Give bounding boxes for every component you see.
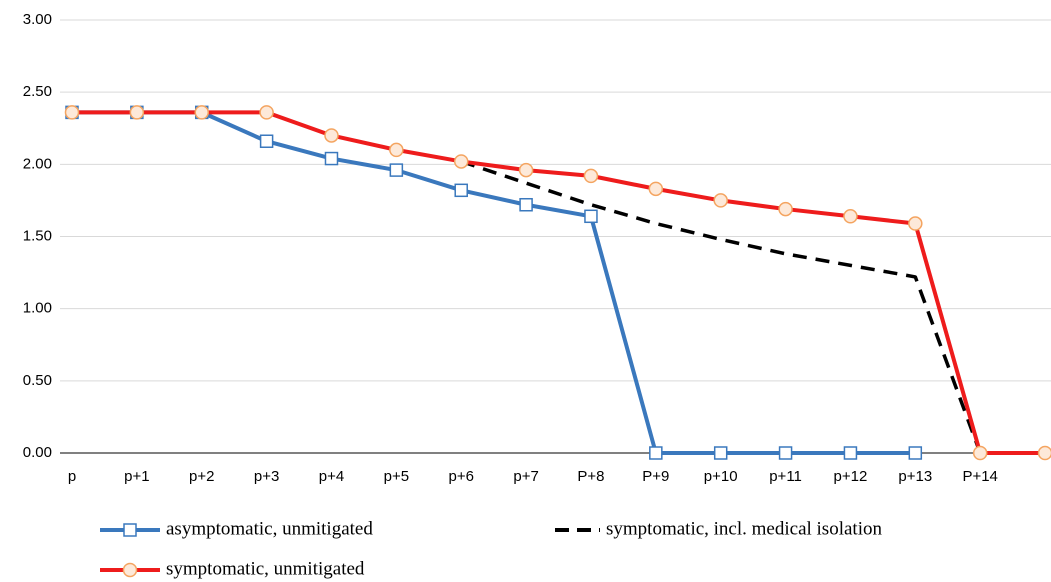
y-tick-label: 0.50 bbox=[23, 372, 52, 389]
data-point bbox=[778, 446, 793, 460]
legend-marker bbox=[123, 523, 137, 537]
y-tick-label: 1.50 bbox=[23, 227, 52, 244]
data-point bbox=[64, 105, 80, 120]
legend-label: asymptomatic, unmitigated bbox=[166, 518, 373, 539]
data-point bbox=[324, 128, 339, 143]
data-point bbox=[454, 183, 468, 198]
y-tick-label: 3.00 bbox=[23, 11, 52, 28]
series-line bbox=[72, 110, 916, 455]
x-tick-label: p bbox=[68, 468, 76, 485]
y-tick-label: 1.00 bbox=[23, 300, 52, 317]
series-line bbox=[72, 110, 1046, 455]
x-tick-label: p+12 bbox=[834, 468, 868, 485]
data-point bbox=[324, 151, 339, 166]
data-point bbox=[972, 445, 988, 461]
data-point bbox=[649, 446, 663, 460]
data-point bbox=[194, 105, 209, 120]
data-point bbox=[519, 197, 533, 212]
data-point bbox=[908, 216, 923, 231]
data-point bbox=[389, 163, 404, 177]
y-tick-label: 2.00 bbox=[23, 155, 52, 172]
legend-label: symptomatic, incl. medical isolation bbox=[606, 518, 882, 539]
data-point bbox=[389, 142, 404, 158]
data-point bbox=[129, 105, 145, 120]
data-point bbox=[583, 168, 599, 184]
legend-marker bbox=[122, 562, 138, 578]
data-point bbox=[843, 209, 858, 224]
data-point bbox=[259, 134, 274, 148]
x-tick-label: p+11 bbox=[769, 468, 802, 485]
x-tick-label: p+7 bbox=[513, 468, 538, 485]
data-point bbox=[453, 154, 469, 169]
data-point bbox=[648, 181, 664, 197]
series-line bbox=[460, 159, 982, 454]
data-point bbox=[518, 162, 534, 178]
data-point bbox=[259, 105, 274, 120]
data-point bbox=[584, 209, 598, 224]
x-tick-label: P+9 bbox=[642, 468, 669, 485]
x-tick-label: p+6 bbox=[448, 468, 473, 485]
data-point bbox=[713, 446, 728, 460]
x-tick-label: p+10 bbox=[704, 468, 738, 485]
x-tick-label: p+13 bbox=[898, 468, 932, 485]
x-tick-label: p+4 bbox=[319, 468, 344, 485]
x-tick-label: P+14 bbox=[962, 468, 997, 485]
x-tick-label: p+2 bbox=[189, 468, 214, 485]
data-point bbox=[713, 193, 728, 208]
data-point bbox=[778, 201, 793, 217]
data-point bbox=[843, 446, 858, 460]
legend-label: symptomatic, unmitigated bbox=[166, 558, 365, 579]
x-tick-label: p+1 bbox=[124, 468, 149, 485]
data-point bbox=[1037, 445, 1051, 461]
x-tick-label: P+8 bbox=[577, 468, 604, 485]
x-tick-label: p+5 bbox=[384, 468, 409, 485]
y-tick-label: 0.00 bbox=[23, 444, 52, 461]
x-tick-label: p+3 bbox=[254, 468, 279, 485]
y-tick-label: 2.50 bbox=[23, 83, 52, 100]
data-point bbox=[908, 446, 923, 460]
